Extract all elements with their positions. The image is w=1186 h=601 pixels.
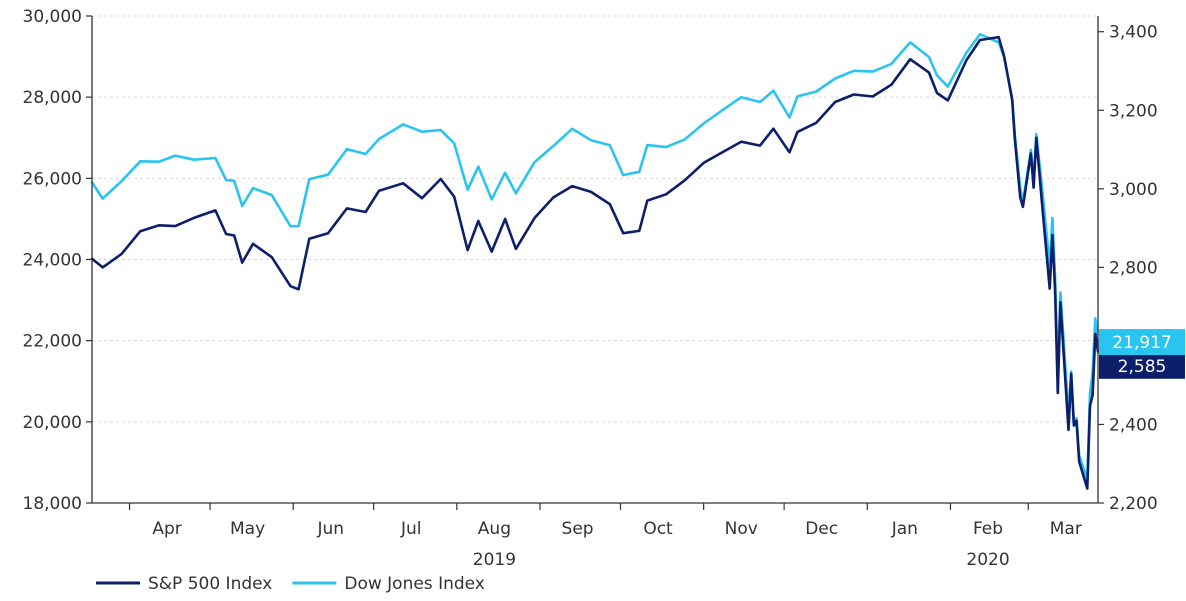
x-axis-month-label: Oct <box>643 519 673 539</box>
x-axis-month-label: Jan <box>891 519 918 539</box>
right-axis-tick-label: 3,200 <box>1109 101 1158 121</box>
left-axis-tick-label: 24,000 <box>23 251 82 271</box>
x-axis-month-label: Mar <box>1050 519 1082 539</box>
legend: S&P 500 Index Dow Jones Index <box>96 574 485 594</box>
axes: 18,000 20,000 22,000 24,000 26,000 28,000 30,0… <box>23 7 1158 570</box>
x-axis-year-label: 2019 <box>473 550 516 570</box>
left-axis-tick-label: 30,000 <box>23 7 82 27</box>
left-axis-tick-label: 18,000 <box>23 494 82 514</box>
x-axis-month-label: May <box>230 519 265 539</box>
right-axis-tick-label: 3,400 <box>1109 23 1158 43</box>
left-axis-tick-label: 20,000 <box>23 413 82 433</box>
left-axis-tick-label: 28,000 <box>23 88 82 108</box>
legend-label: Dow Jones Index <box>344 574 485 594</box>
right-axis-tick-label: 2,800 <box>1109 258 1158 278</box>
left-axis-tick-label: 26,000 <box>23 169 82 189</box>
right-axis-tick-label: 2,200 <box>1109 494 1158 514</box>
end-value-label-dow-jones: 21,917 <box>1112 333 1171 353</box>
x-axis-month-label: Nov <box>725 519 758 539</box>
series-line-sp500 <box>90 35 1100 490</box>
right-axis-tick-label: 3,000 <box>1109 180 1158 200</box>
x-axis-month-label: Jul <box>400 519 422 539</box>
x-axis-month-label: Jun <box>316 519 344 539</box>
x-axis-year-label: 2020 <box>966 550 1009 570</box>
end-label-box-dow-jones <box>1099 329 1185 356</box>
x-axis-month-label: Dec <box>805 519 838 539</box>
x-axis-month-label: Sep <box>562 519 594 539</box>
gridlines <box>92 15 1098 423</box>
right-axis-tick-label: 2,400 <box>1109 415 1158 435</box>
legend-label: S&P 500 Index <box>148 574 272 594</box>
series-lines <box>90 32 1100 490</box>
x-axis-month-label: Aug <box>478 519 511 539</box>
end-value-labels: 2,585 21,917 <box>1099 329 1185 379</box>
left-axis-tick-label: 22,000 <box>23 332 82 352</box>
end-value-label-sp500: 2,585 <box>1118 357 1167 377</box>
end-label-box-sp500 <box>1099 352 1185 379</box>
x-axis-month-label: Feb <box>973 519 1003 539</box>
x-axis-month-label: Apr <box>152 519 181 539</box>
